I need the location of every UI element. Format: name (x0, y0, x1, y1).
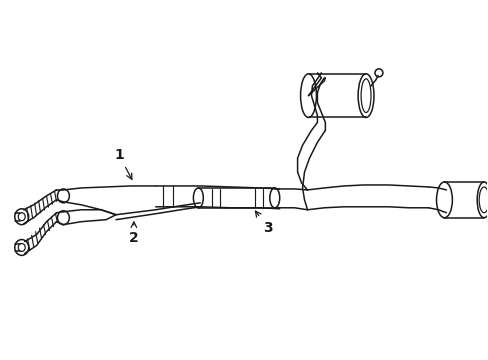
Text: 3: 3 (255, 211, 272, 235)
Text: 2: 2 (129, 222, 139, 244)
Text: 1: 1 (114, 148, 132, 179)
